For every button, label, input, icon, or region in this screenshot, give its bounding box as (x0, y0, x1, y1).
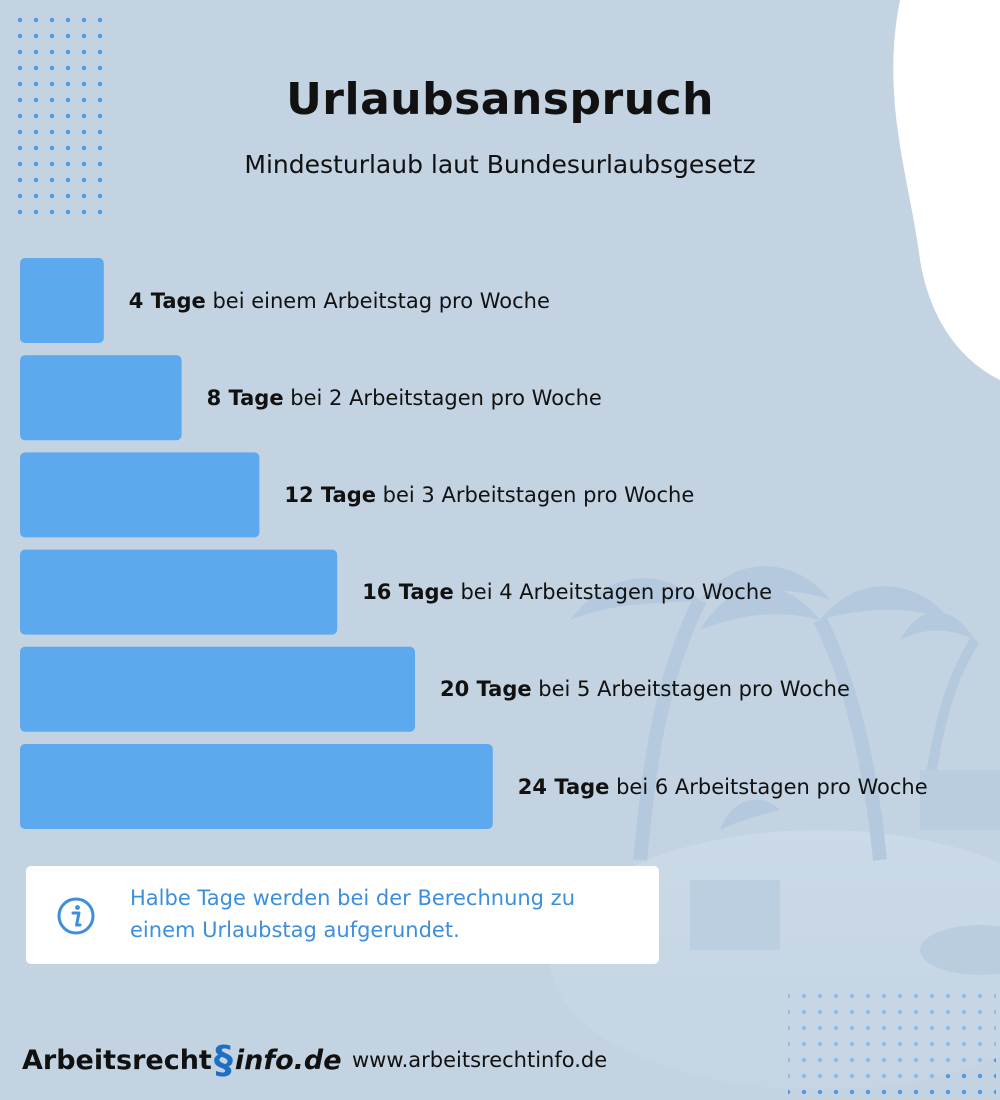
bar-value-label: 12 Tage (284, 482, 376, 507)
page-subtitle: Mindesturlaub laut Bundesurlaubsgesetz (244, 150, 756, 179)
bar-description-label: bei einem Arbeitstag pro Woche (205, 288, 550, 313)
bar-label-6: 24 Tage bei 6 Arbeitstagen pro Woche (518, 775, 928, 799)
website-link[interactable]: www.arbeitsrechtinfo.de (352, 1048, 608, 1072)
bar-value-label: 16 Tage (362, 580, 454, 605)
bar-description-label: bei 6 Arbeitstagen pro Woche (609, 774, 928, 799)
bar-label-1: 4 Tage bei einem Arbeitstag pro Woche (129, 289, 550, 313)
bar-description-label: bei 4 Arbeitstagen pro Woche (453, 580, 773, 605)
bar-6 (20, 744, 493, 829)
bar-label-5: 20 Tage bei 5 Arbeitstagen pro Woche (440, 677, 850, 701)
island-illustration (550, 566, 1000, 1090)
bar-value-label: 8 Tage (206, 385, 284, 410)
bar-value-label: 4 Tage (128, 288, 206, 313)
logo-text-left: Arbeitsrecht (22, 1045, 212, 1076)
bar-label-2: 8 Tage bei 2 Arbeitstagen pro Woche (207, 386, 602, 410)
brand-logo: Arbeitsrecht§info.de (22, 1038, 342, 1082)
info-text: Halbe Tage werden bei der Berechnung zu … (130, 886, 576, 942)
corner-shape (893, 0, 1000, 380)
bar-1 (20, 258, 104, 343)
info-box: Halbe Tage werden bei der Berechnung zu … (26, 866, 659, 964)
page-title: Urlaubsanspruch (286, 74, 714, 125)
bar-label-3: 12 Tage bei 3 Arbeitstagen pro Woche (284, 483, 694, 507)
bar-description-label: bei 5 Arbeitstagen pro Woche (531, 677, 850, 702)
info-icon (57, 897, 95, 935)
bar-2 (20, 355, 182, 441)
dot-grid-top-left (8, 8, 104, 216)
bar-value-label: 24 Tage (517, 774, 610, 799)
bar-3 (20, 452, 260, 538)
bar-description-label: bei 2 Arbeitstagen pro Woche (283, 385, 602, 410)
bar-5 (20, 646, 415, 732)
bar-4 (20, 549, 338, 635)
bar-description-label: bei 3 Arbeitstagen pro Woche (376, 482, 695, 507)
bar-label-4: 16 Tage bei 4 Arbeitstagen pro Woche (362, 580, 772, 604)
logo-text-right: info.de (234, 1045, 342, 1076)
paragraph-icon: § (213, 1038, 233, 1082)
bar-value-label: 20 Tage (440, 677, 532, 702)
